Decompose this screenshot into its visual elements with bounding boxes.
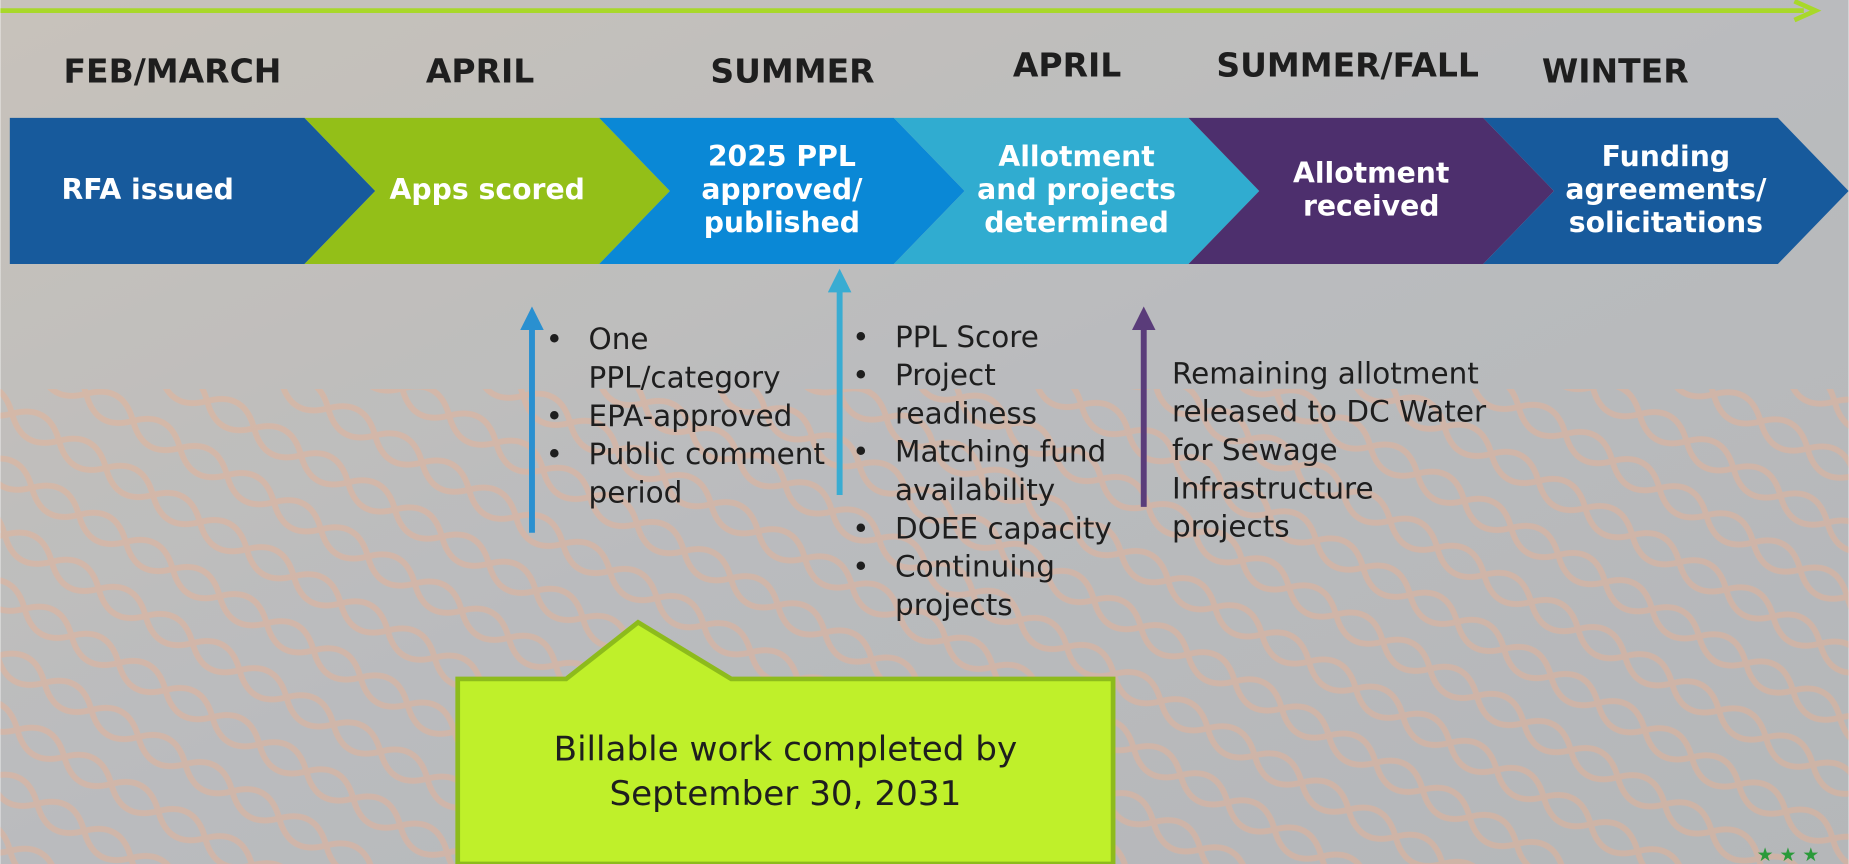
step-label: agreements/ xyxy=(1565,173,1767,206)
step-label: solicitations xyxy=(1569,206,1763,239)
note-text: Public comment xyxy=(589,437,825,471)
note-text: DOEE capacity xyxy=(895,511,1112,545)
callout-text: September 30, 2031 xyxy=(609,774,961,814)
step-label: RFA issued xyxy=(62,173,234,206)
period-label: SUMMER/FALL xyxy=(1216,46,1479,85)
note-text: projects xyxy=(895,588,1013,622)
note-text: Remaining allotment xyxy=(1172,356,1479,390)
step-label: Apps scored xyxy=(390,173,585,206)
note-text: availability xyxy=(895,473,1055,507)
step-label: and projects xyxy=(977,173,1176,206)
bullet: • xyxy=(546,437,563,471)
note-text: Matching fund xyxy=(895,435,1106,469)
note-text: Project xyxy=(895,358,996,392)
note-text: readiness xyxy=(895,396,1037,430)
step-label: Allotment xyxy=(998,140,1154,173)
bullet: • xyxy=(546,322,563,356)
note-text: PPL Score xyxy=(895,320,1039,354)
bullet: • xyxy=(852,358,869,392)
period-label: WINTER xyxy=(1542,52,1689,91)
step-label: 2025 PPL xyxy=(708,140,856,173)
note-text: period xyxy=(589,475,683,509)
note-text: EPA-approved xyxy=(589,399,793,433)
bullet: • xyxy=(852,435,869,469)
callout-text: Billable work completed by xyxy=(554,729,1018,769)
slide: ★ ★ ★ FEB/MARCH RFA issued APRIL Apps score… xyxy=(0,0,1849,864)
step-label: received xyxy=(1303,189,1440,222)
step-label: Allotment xyxy=(1293,156,1449,189)
note-text: Continuing xyxy=(895,550,1055,584)
period-label: SUMMER xyxy=(710,52,874,91)
step-label: determined xyxy=(984,206,1169,239)
logo-stars: ★ ★ ★ xyxy=(1757,845,1820,864)
bullet: • xyxy=(852,320,869,354)
note-text: projects xyxy=(1172,510,1290,544)
note-text: PPL/category xyxy=(589,360,781,394)
note-text: released to DC Water xyxy=(1172,395,1487,429)
bullet: • xyxy=(852,511,869,545)
page: {"steps": [ {"period": "FEB/MARCH", "lin… xyxy=(0,0,1849,864)
note-text: for Sewage xyxy=(1172,433,1338,467)
period-label: APRIL xyxy=(1013,46,1121,85)
bullet: • xyxy=(852,550,869,584)
note-text: Infrastructure xyxy=(1172,471,1374,505)
step-label: Funding xyxy=(1602,140,1730,173)
note-text: One xyxy=(589,322,649,356)
step-label: approved/ xyxy=(701,173,863,206)
period-label: APRIL xyxy=(426,52,534,91)
period-label: FEB/MARCH xyxy=(64,52,282,91)
bullet: • xyxy=(546,399,563,433)
step-label: published xyxy=(704,206,860,239)
